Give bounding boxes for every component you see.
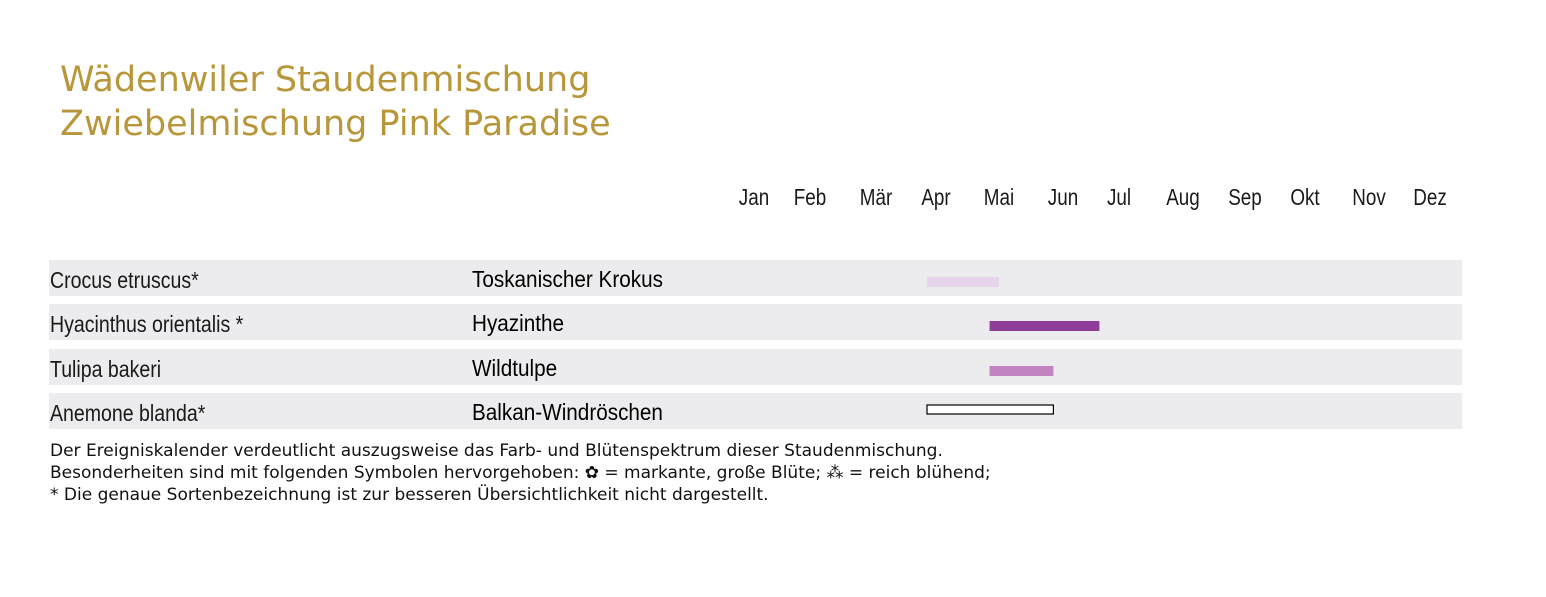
common-name: Balkan-Windröschen (472, 399, 663, 425)
row-background (49, 260, 1462, 296)
row-background (49, 304, 1462, 340)
common-name: Hyazinthe (472, 310, 564, 336)
common-name: Toskanischer Krokus (472, 266, 663, 292)
month-label: Mär (860, 185, 892, 210)
row-background (49, 393, 1462, 429)
latin-name: Tulipa bakeri (50, 357, 161, 383)
month-label: Mai (984, 185, 1014, 210)
footnote-description: Der Ereigniskalender verdeutlicht auszug… (50, 441, 943, 461)
month-label: Nov (1352, 185, 1386, 210)
latin-name: Crocus etruscus* (50, 268, 199, 294)
footnote-asterisk: * Die genaue Sortenbezeichnung ist zur b… (50, 485, 769, 505)
month-label: Aug (1166, 185, 1200, 210)
footnote-symbols: Besonderheiten sind mit folgenden Symbol… (50, 463, 991, 483)
latin-name: Hyacinthus orientalis * (50, 312, 243, 338)
month-label: Dez (1413, 185, 1447, 210)
bloom-bar (927, 277, 999, 287)
month-label: Okt (1290, 185, 1319, 210)
bloom-bar (989, 366, 1054, 376)
month-label: Jan (739, 185, 769, 210)
bloom-calendar-chart: Jan Feb Mär Apr Mai Jun Jul Aug Sep Okt Nov Dez Croc… (49, 185, 1462, 429)
month-label: Apr (921, 185, 950, 210)
month-label: Feb (794, 185, 826, 210)
common-name: Wildtulpe (472, 355, 557, 381)
latin-name: Anemone blanda* (50, 401, 205, 427)
bloom-bar (926, 404, 1055, 415)
chart-subtitle: Zwiebelmischung Pink Paradise (60, 104, 611, 144)
month-label: Sep (1228, 185, 1262, 210)
month-label: Jun (1048, 185, 1078, 210)
row-background (49, 349, 1462, 385)
chart-title: Wädenwiler Staudenmischung (60, 60, 591, 100)
bloom-bar (989, 321, 1100, 331)
month-label: Jul (1107, 185, 1131, 210)
